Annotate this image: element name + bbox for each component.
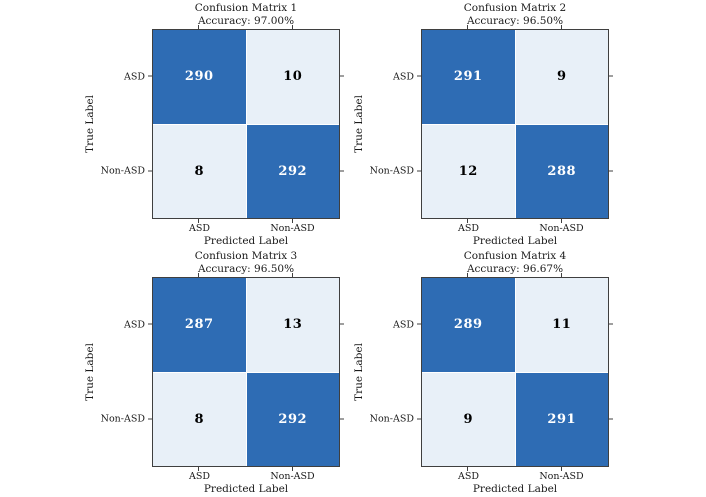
heatmap-grid: 289 11 9 291 bbox=[422, 278, 608, 466]
plot-title-line: Confusion Matrix 2 bbox=[463, 2, 567, 14]
tick-marks-left bbox=[417, 277, 421, 467]
cell-value: 291 bbox=[547, 411, 577, 427]
heatmap-cell-false-positive: 8 bbox=[153, 124, 246, 218]
x-tick-label-non-asd: Non-ASD bbox=[270, 223, 315, 234]
plot-title-line: Confusion Matrix 3 bbox=[194, 250, 298, 262]
tick-marks-right bbox=[340, 29, 344, 219]
tick-marks-bottom bbox=[152, 219, 340, 223]
heatmap-cell-false-positive: 12 bbox=[422, 124, 515, 218]
tick-marks-right bbox=[609, 277, 613, 467]
tick-marks-right bbox=[609, 29, 613, 219]
plot-title: Confusion Matrix 1 Accuracy: 97.00% bbox=[106, 2, 386, 27]
plot-accuracy-line: Accuracy: 96.50% bbox=[197, 262, 295, 275]
heatmap-cell-true-positive: 289 bbox=[422, 278, 515, 372]
heatmap-cell-true-negative: 292 bbox=[246, 372, 339, 466]
subplot-confusion-matrix-4: Confusion Matrix 4 Accuracy: 96.67% 289 … bbox=[353, 250, 613, 495]
y-tick-label-asd: ASD bbox=[124, 71, 145, 83]
tick-marks-bottom bbox=[421, 219, 609, 223]
y-tick-label-non-asd: Non-ASD bbox=[369, 413, 414, 425]
heatmap-cell-true-positive: 290 bbox=[153, 30, 246, 124]
cell-value: 288 bbox=[547, 163, 577, 179]
cell-value: 9 bbox=[556, 69, 567, 85]
tick-marks-top bbox=[152, 25, 340, 29]
x-tick-label-asd: ASD bbox=[458, 223, 479, 234]
plot-title: Confusion Matrix 2 Accuracy: 96.50% bbox=[375, 2, 655, 27]
x-axis-label: Predicted Label bbox=[472, 483, 558, 495]
x-tick-label-asd: ASD bbox=[189, 471, 210, 482]
y-tick-label-non-asd: Non-ASD bbox=[100, 413, 145, 425]
cell-value: 11 bbox=[552, 317, 572, 333]
heatmap-grid: 291 9 12 288 bbox=[422, 30, 608, 218]
tick-marks-left bbox=[148, 29, 152, 219]
tick-marks-top bbox=[421, 25, 609, 29]
plot-accuracy-line: Accuracy: 96.50% bbox=[466, 14, 564, 27]
cell-value: 12 bbox=[458, 163, 478, 179]
tick-marks-top bbox=[152, 273, 340, 277]
y-axis-label: True Label bbox=[353, 343, 365, 401]
plot-accuracy-line: Accuracy: 96.67% bbox=[466, 262, 564, 275]
tick-marks-left bbox=[148, 277, 152, 467]
cell-value: 292 bbox=[278, 163, 308, 179]
tick-marks-left bbox=[417, 29, 421, 219]
y-tick-label-asd: ASD bbox=[393, 319, 414, 331]
cell-value: 291 bbox=[453, 69, 483, 85]
cell-value: 8 bbox=[194, 411, 205, 427]
subplot-confusion-matrix-1: Confusion Matrix 1 Accuracy: 97.00% 290 … bbox=[84, 2, 344, 247]
y-tick-label-non-asd: Non-ASD bbox=[369, 165, 414, 177]
y-axis-label: True Label bbox=[84, 343, 96, 401]
cell-value: 13 bbox=[283, 317, 303, 333]
heatmap-cell-false-positive: 8 bbox=[153, 372, 246, 466]
heatmap-cell-true-positive: 287 bbox=[153, 278, 246, 372]
heatmap-cell-true-negative: 291 bbox=[515, 372, 608, 466]
heatmap-cell-true-negative: 288 bbox=[515, 124, 608, 218]
plot-title-line: Confusion Matrix 4 bbox=[463, 250, 567, 262]
y-axis-label: True Label bbox=[353, 95, 365, 153]
tick-marks-bottom bbox=[421, 467, 609, 471]
heatmap-cell-true-negative: 292 bbox=[246, 124, 339, 218]
plot-title: Confusion Matrix 3 Accuracy: 96.50% bbox=[106, 250, 386, 275]
x-tick-label-asd: ASD bbox=[189, 223, 210, 234]
y-tick-label-asd: ASD bbox=[393, 71, 414, 83]
heatmap-grid: 290 10 8 292 bbox=[153, 30, 339, 218]
y-tick-label-asd: ASD bbox=[124, 319, 145, 331]
cell-value: 289 bbox=[453, 317, 483, 333]
x-tick-label-non-asd: Non-ASD bbox=[539, 223, 584, 234]
x-tick-label-non-asd: Non-ASD bbox=[270, 471, 315, 482]
cell-value: 9 bbox=[463, 411, 474, 427]
y-tick-label-non-asd: Non-ASD bbox=[100, 165, 145, 177]
cell-value: 10 bbox=[283, 69, 303, 85]
cell-value: 287 bbox=[184, 317, 214, 333]
x-tick-label-non-asd: Non-ASD bbox=[539, 471, 584, 482]
subplot-confusion-matrix-3: Confusion Matrix 3 Accuracy: 96.50% 287 … bbox=[84, 250, 344, 495]
y-axis-label: True Label bbox=[84, 95, 96, 153]
cell-value: 290 bbox=[184, 69, 214, 85]
x-axis-label: Predicted Label bbox=[203, 483, 289, 495]
x-axis-label: Predicted Label bbox=[472, 235, 558, 247]
tick-marks-top bbox=[421, 273, 609, 277]
tick-marks-bottom bbox=[152, 467, 340, 471]
heatmap-cell-false-negative: 9 bbox=[515, 30, 608, 124]
subplot-confusion-matrix-2: Confusion Matrix 2 Accuracy: 96.50% 291 … bbox=[353, 2, 613, 247]
x-axis-label: Predicted Label bbox=[203, 235, 289, 247]
x-tick-label-asd: ASD bbox=[458, 471, 479, 482]
cell-value: 292 bbox=[278, 411, 308, 427]
heatmap-grid: 287 13 8 292 bbox=[153, 278, 339, 466]
plot-accuracy-line: Accuracy: 97.00% bbox=[197, 14, 295, 27]
plot-title-line: Confusion Matrix 1 bbox=[194, 2, 298, 14]
heatmap-cell-false-positive: 9 bbox=[422, 372, 515, 466]
heatmap-cell-false-negative: 10 bbox=[246, 30, 339, 124]
heatmap-cell-true-positive: 291 bbox=[422, 30, 515, 124]
heatmap-cell-false-negative: 11 bbox=[515, 278, 608, 372]
heatmap-cell-false-negative: 13 bbox=[246, 278, 339, 372]
cell-value: 8 bbox=[194, 163, 205, 179]
plot-title: Confusion Matrix 4 Accuracy: 96.67% bbox=[375, 250, 655, 275]
tick-marks-right bbox=[340, 277, 344, 467]
